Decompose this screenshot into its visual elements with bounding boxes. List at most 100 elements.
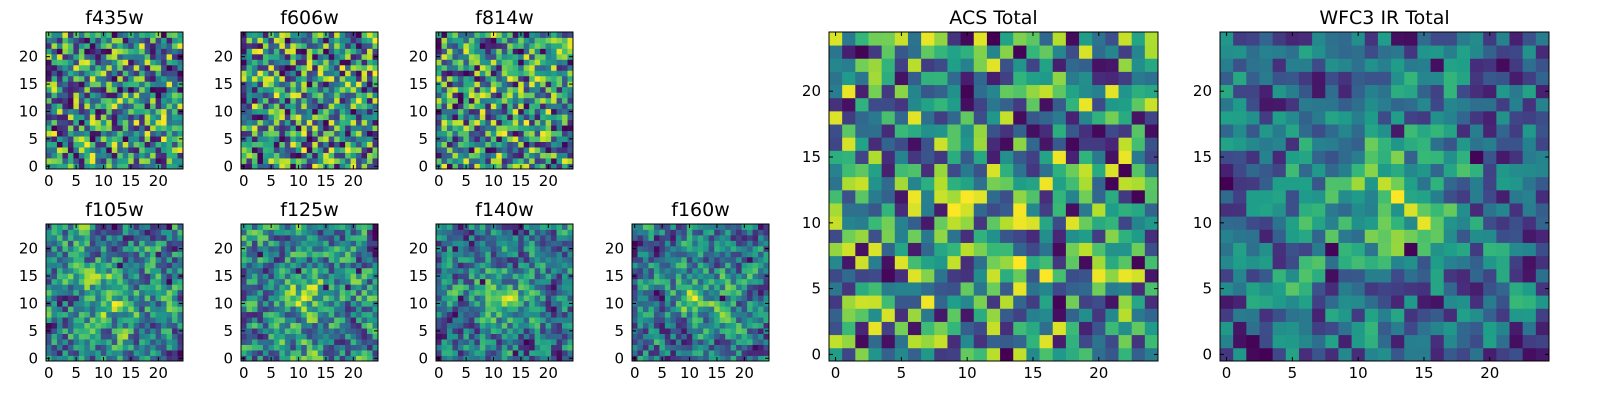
heatmap-cell — [328, 152, 335, 159]
heatmap-cell — [356, 234, 362, 241]
heatmap-cell — [133, 328, 140, 334]
heatmap-cell — [128, 64, 135, 71]
heatmap-cell — [241, 311, 247, 318]
heatmap-cell — [100, 317, 107, 324]
heatmap-cell — [686, 350, 693, 356]
heatmap-cell — [457, 273, 464, 280]
heatmap-cell — [703, 224, 710, 230]
heatmap-cell — [273, 284, 280, 291]
heatmap-cell — [714, 240, 721, 247]
heatmap-cell — [301, 64, 308, 71]
heatmap-cell — [540, 92, 546, 99]
heatmap-cell — [741, 234, 748, 241]
heatmap-cell — [111, 311, 118, 318]
heatmap-cell — [128, 311, 135, 318]
heatmap-cell — [829, 242, 843, 257]
heatmap-cell — [479, 278, 486, 285]
heatmap-cell — [284, 256, 291, 263]
heatmap-cell — [67, 333, 74, 340]
heatmap-cell — [46, 75, 52, 82]
heatmap-cell — [747, 278, 753, 285]
heatmap-cell — [78, 32, 85, 38]
heatmap-cell — [562, 273, 568, 280]
heatmap-cell — [501, 273, 508, 280]
heatmap-cell — [973, 176, 988, 191]
heatmap-cell — [534, 152, 541, 159]
heatmap-cell — [441, 311, 448, 318]
heatmap-cell — [648, 245, 655, 252]
heatmap-cell — [144, 300, 151, 307]
y-tick-label: 0 — [223, 157, 233, 175]
heatmap-cell — [251, 256, 258, 263]
heatmap-cell — [501, 64, 508, 71]
heatmap-cell — [295, 234, 302, 241]
heatmap-cell — [133, 75, 140, 82]
heatmap-cell — [78, 152, 85, 159]
heatmap-cell — [518, 158, 525, 164]
heatmap-cell — [829, 203, 843, 217]
heatmap-cell — [457, 295, 464, 302]
heatmap-cell — [312, 322, 319, 329]
heatmap-cell — [736, 317, 742, 324]
heatmap-cell — [441, 344, 448, 351]
heatmap-cell — [317, 256, 324, 263]
heatmap-cell — [545, 278, 552, 285]
heatmap-cell — [512, 48, 519, 55]
heatmap-cell — [551, 64, 557, 71]
heatmap-cell — [540, 75, 546, 82]
heatmap-cell — [697, 311, 704, 318]
heatmap-cell — [356, 262, 362, 269]
heatmap-cell — [262, 224, 269, 230]
heatmap-cell — [111, 86, 118, 93]
heatmap-cell — [257, 306, 264, 313]
heatmap-cell — [545, 158, 552, 164]
heatmap-cell — [339, 97, 346, 104]
heatmap-cell — [452, 97, 459, 104]
heatmap-cell — [518, 48, 525, 55]
heatmap-cell — [436, 158, 442, 164]
heatmap-cell — [894, 176, 909, 191]
heatmap-cell — [507, 311, 514, 318]
heatmap-cell — [1039, 189, 1054, 204]
heatmap-cell — [350, 42, 357, 49]
heatmap-cell — [1144, 203, 1159, 217]
heatmap-cell — [372, 75, 379, 82]
heatmap-cell — [562, 251, 568, 258]
panel-title: f814w — [475, 7, 534, 29]
heatmap-cell — [172, 119, 178, 126]
heatmap-cell — [172, 245, 178, 252]
heatmap-cell — [290, 158, 297, 164]
heatmap-cell — [268, 152, 275, 159]
heatmap-cell — [117, 163, 124, 170]
heatmap-cell — [518, 37, 525, 44]
heatmap-cell — [659, 245, 666, 252]
heatmap-cell — [703, 256, 710, 263]
heatmap-cell — [150, 328, 156, 334]
heatmap-cell — [100, 311, 107, 318]
heatmap-cell — [468, 256, 475, 263]
heatmap-cell — [46, 42, 52, 49]
heatmap-cell — [323, 240, 330, 247]
heatmap-cell — [295, 48, 302, 55]
heatmap-cell — [703, 273, 710, 280]
y-tick-label: 0 — [418, 349, 428, 367]
heatmap-cell — [78, 147, 85, 153]
heatmap-cell — [1052, 203, 1067, 217]
heatmap-cell — [106, 311, 113, 318]
heatmap-cell — [551, 322, 557, 329]
heatmap-cell — [367, 108, 373, 115]
heatmap-cell — [155, 317, 162, 324]
heatmap-cell — [251, 295, 258, 302]
heatmap-cell — [301, 48, 308, 55]
heatmap-cell — [1144, 176, 1159, 191]
heatmap-cell — [703, 295, 710, 302]
heatmap-cell — [752, 317, 759, 324]
heatmap-cell — [111, 152, 118, 159]
heatmap-cell — [251, 306, 258, 313]
heatmap-cell — [529, 48, 536, 55]
heatmap-cell — [73, 86, 80, 93]
heatmap-cell — [356, 295, 362, 302]
heatmap-cell — [446, 333, 453, 340]
heatmap-cell — [334, 306, 341, 313]
heatmap-cell — [1026, 282, 1040, 296]
